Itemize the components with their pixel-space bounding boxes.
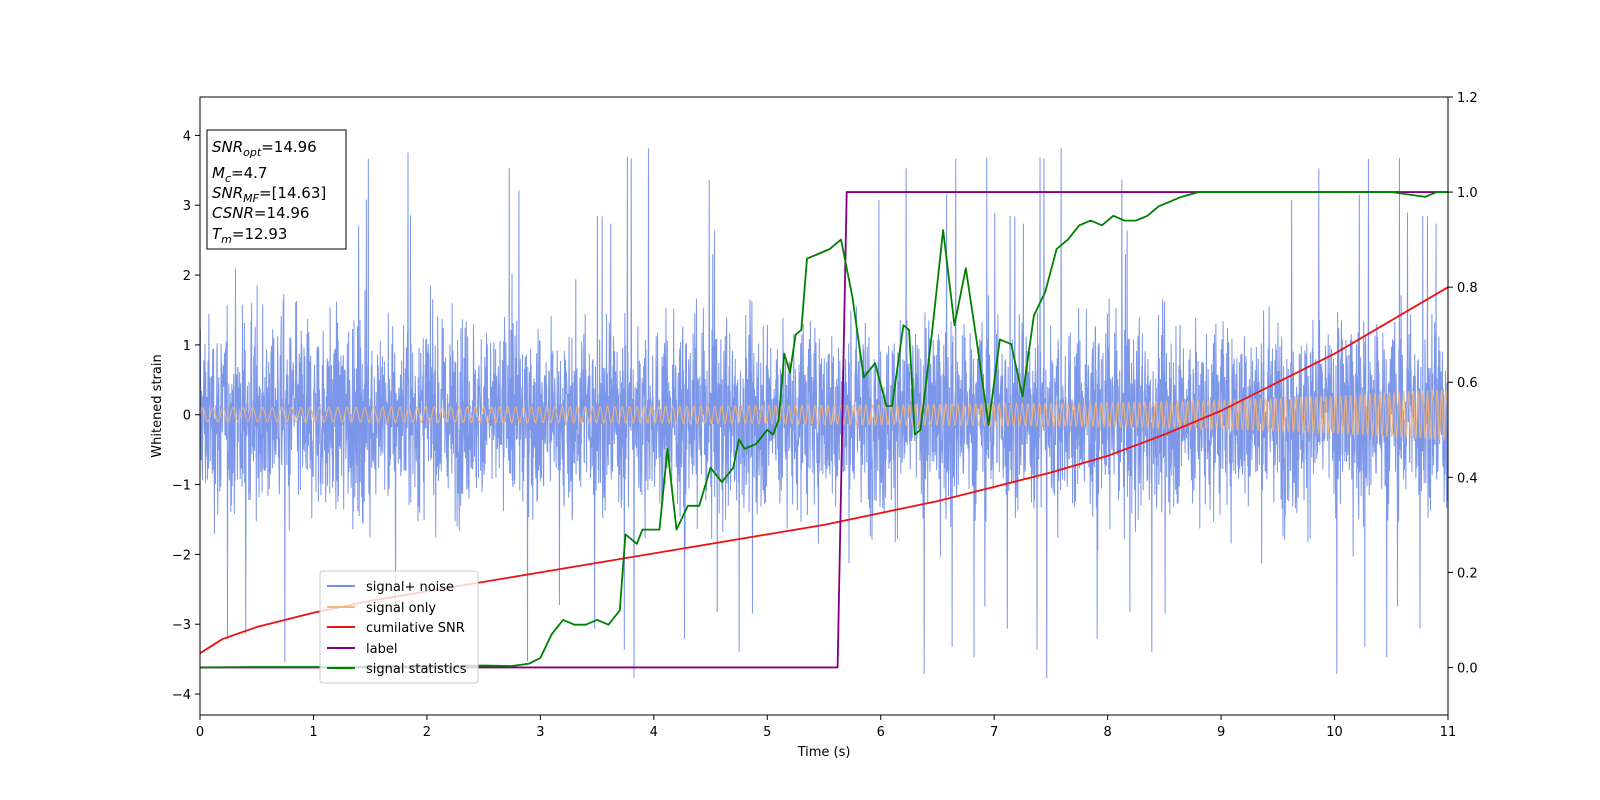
x-tick-label: 6 [877, 725, 885, 740]
y2-tick-label: 1.0 [1457, 186, 1478, 201]
y-tick-label: 3 [183, 199, 191, 214]
y-axis-left: 4 3 2 1 0 −1 −2 −3 −4 [172, 129, 200, 703]
legend-label-signal-noise: signal+ noise [366, 580, 454, 595]
series-label [200, 191, 1448, 669]
y-tick-label: −3 [172, 618, 191, 633]
y2-tick-label: 0.8 [1457, 281, 1478, 296]
legend-label-label: label [366, 642, 397, 657]
y-tick-label: 1 [183, 339, 191, 354]
info-box: SNRopt=14.96 Mc=4.7 SNRMF=[14.63] CSNR=1… [206, 129, 347, 250]
y2-tick-label: 0.6 [1457, 376, 1478, 391]
x-axis-label: Time (s) [797, 745, 851, 760]
x-tick-label: 1 [309, 725, 317, 740]
x-tick-label: 8 [1103, 725, 1111, 740]
x-tick-label: 10 [1326, 725, 1343, 740]
y2-tick-label: 0.0 [1457, 661, 1478, 676]
x-tick-label: 3 [536, 725, 544, 740]
legend: signal+ noise signal only cumilative SNR… [319, 570, 479, 684]
info-snr-mf: SNRMF=[14.63] [212, 184, 326, 205]
y2-tick-label: 0.2 [1457, 566, 1478, 581]
x-tick-label: 11 [1440, 725, 1457, 740]
y-tick-label: −1 [172, 479, 191, 494]
legend-frame [319, 570, 479, 684]
y-tick-label: −4 [172, 688, 191, 703]
y-tick-label: 4 [183, 129, 191, 144]
legend-label-cumulative-snr: cumilative SNR [366, 621, 465, 636]
y-tick-label: 0 [183, 409, 191, 424]
x-tick-label: 4 [650, 725, 658, 740]
y2-tick-label: 1.2 [1457, 91, 1478, 106]
info-snr-opt: SNRopt=14.96 [212, 138, 317, 159]
x-tick-label: 5 [763, 725, 771, 740]
series-signal-statistics [200, 191, 1448, 669]
info-mc: Mc=4.7 [212, 164, 267, 185]
y-axis-right: 1.2 1.0 0.8 0.6 0.4 0.2 0.0 [1448, 91, 1478, 676]
x-tick-label: 0 [196, 725, 204, 740]
series-signal-only [200, 388, 1448, 442]
y-tick-label: −2 [172, 548, 191, 563]
legend-label-signal-statistics: signal statistics [366, 662, 467, 677]
x-tick-label: 7 [990, 725, 998, 740]
y-axis-label: Whitened strain [150, 354, 165, 457]
plot-frame [199, 96, 1449, 716]
series-signal-noise [200, 148, 1448, 678]
legend-label-signal-only: signal only [366, 601, 436, 616]
y-tick-label: 2 [183, 269, 191, 284]
x-tick-label: 2 [423, 725, 431, 740]
info-tm: Tm=12.93 [212, 225, 287, 246]
x-tick-label: 9 [1217, 725, 1225, 740]
x-axis: 0 1 2 3 4 5 6 7 8 9 10 11 [196, 715, 1456, 740]
info-csnr: CSNR=14.96 [212, 204, 309, 222]
y2-tick-label: 0.4 [1457, 471, 1478, 486]
